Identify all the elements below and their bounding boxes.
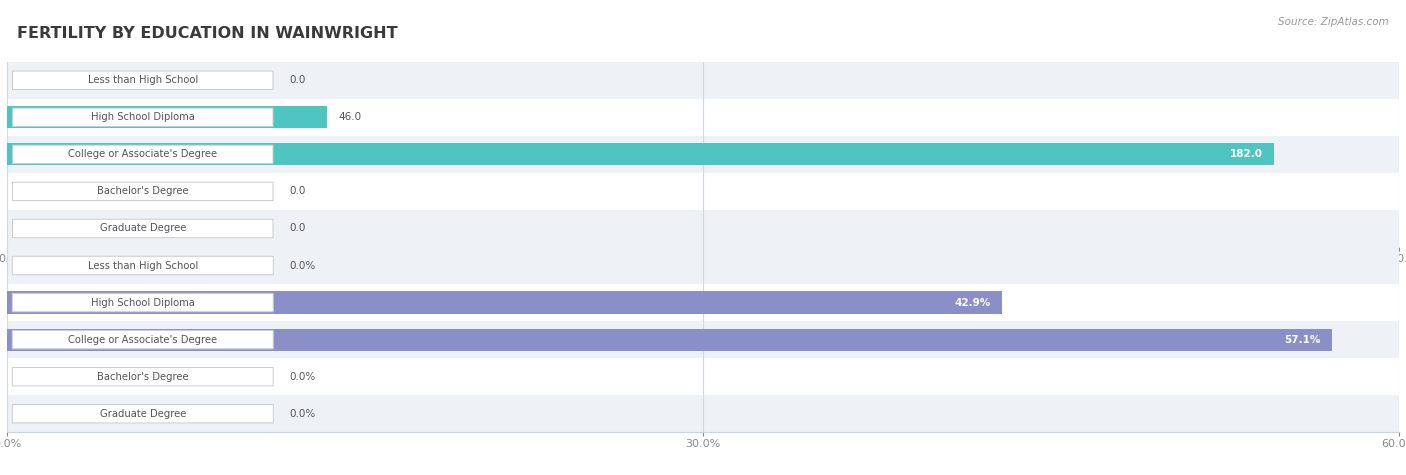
FancyBboxPatch shape xyxy=(13,219,273,238)
Text: 0.0: 0.0 xyxy=(290,186,307,197)
Bar xyxy=(7,329,1331,351)
FancyBboxPatch shape xyxy=(13,108,273,126)
Bar xyxy=(7,136,1399,173)
Bar xyxy=(7,143,1274,165)
FancyBboxPatch shape xyxy=(13,182,273,200)
Text: 0.0: 0.0 xyxy=(290,223,307,234)
Bar xyxy=(7,395,1399,432)
FancyBboxPatch shape xyxy=(13,331,273,349)
Text: 0.0: 0.0 xyxy=(290,75,307,86)
FancyBboxPatch shape xyxy=(13,405,273,423)
Text: College or Associate's Degree: College or Associate's Degree xyxy=(67,334,218,345)
Bar xyxy=(7,247,1399,284)
Bar xyxy=(7,99,1399,136)
Bar xyxy=(7,62,1399,99)
Text: 0.0%: 0.0% xyxy=(290,371,316,382)
Bar xyxy=(7,292,1002,314)
FancyBboxPatch shape xyxy=(13,71,273,89)
Text: Graduate Degree: Graduate Degree xyxy=(100,223,186,234)
FancyBboxPatch shape xyxy=(13,145,273,163)
Text: Less than High School: Less than High School xyxy=(87,75,198,86)
Text: Bachelor's Degree: Bachelor's Degree xyxy=(97,371,188,382)
Bar xyxy=(7,106,328,128)
Text: 0.0%: 0.0% xyxy=(290,408,316,419)
Text: High School Diploma: High School Diploma xyxy=(91,297,194,308)
Text: 57.1%: 57.1% xyxy=(1284,334,1320,345)
Text: 46.0: 46.0 xyxy=(339,112,361,123)
Text: FERTILITY BY EDUCATION IN WAINWRIGHT: FERTILITY BY EDUCATION IN WAINWRIGHT xyxy=(17,26,398,41)
FancyBboxPatch shape xyxy=(13,256,273,275)
Bar xyxy=(7,173,1399,210)
Text: College or Associate's Degree: College or Associate's Degree xyxy=(67,149,218,160)
Text: 182.0: 182.0 xyxy=(1230,149,1263,160)
Bar xyxy=(7,321,1399,358)
Bar xyxy=(7,358,1399,395)
Text: Graduate Degree: Graduate Degree xyxy=(100,408,186,419)
FancyBboxPatch shape xyxy=(13,368,273,386)
Text: Less than High School: Less than High School xyxy=(87,260,198,271)
Text: Source: ZipAtlas.com: Source: ZipAtlas.com xyxy=(1278,17,1389,27)
Text: High School Diploma: High School Diploma xyxy=(91,112,194,123)
Text: Bachelor's Degree: Bachelor's Degree xyxy=(97,186,188,197)
Text: 0.0%: 0.0% xyxy=(290,260,316,271)
Bar xyxy=(7,210,1399,247)
Text: 42.9%: 42.9% xyxy=(955,297,991,308)
FancyBboxPatch shape xyxy=(13,294,273,312)
Bar xyxy=(7,284,1399,321)
